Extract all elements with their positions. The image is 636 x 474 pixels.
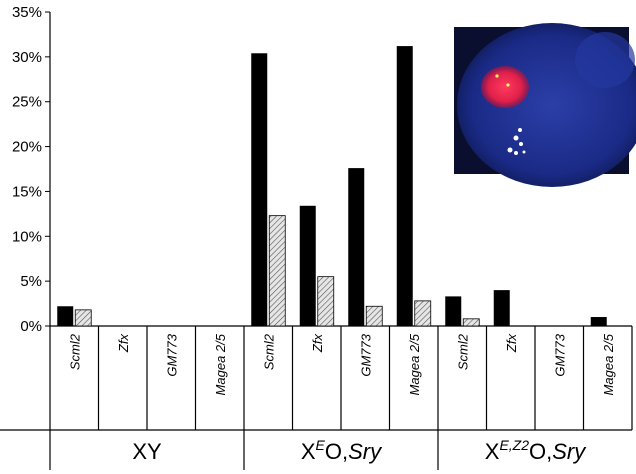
y-tick-label: 15%	[12, 183, 42, 200]
category-label: Magea 2/5	[213, 333, 228, 395]
y-tick-label: 20%	[12, 139, 42, 156]
category-label: Zfx	[116, 334, 131, 354]
bar-solid	[251, 53, 268, 327]
group-label: XY	[132, 439, 162, 464]
category-label: GM773	[164, 333, 179, 376]
bar-hatched	[74, 309, 92, 327]
category-label: Magea 2/5	[601, 333, 616, 395]
y-tick-label: 35%	[12, 4, 42, 21]
category-label: Zfx	[310, 334, 325, 354]
y-tick-label: 5%	[20, 273, 42, 290]
category-label: Zfx	[504, 334, 519, 354]
category-label: GM773	[552, 333, 567, 376]
bar-solid	[348, 168, 365, 326]
bar-hatched	[317, 276, 335, 327]
group-label: XE,Z2O,Sry	[485, 437, 588, 464]
bar-solid	[493, 290, 510, 326]
category-label: GM773	[358, 333, 373, 376]
bar-hatched	[414, 300, 432, 327]
fluorescence-micrograph-icon	[454, 23, 636, 187]
bar-solid	[590, 317, 607, 326]
category-label: Scml2	[67, 333, 82, 370]
bar-solid	[299, 205, 316, 326]
y-tick-label: 25%	[12, 94, 42, 111]
y-tick-label: 10%	[12, 228, 42, 245]
bar-solid	[57, 306, 74, 326]
category-table: Scml2 Zfx GM773 Magea 2/5 Scml2 Zfx GM773 Magea…	[0, 326, 633, 470]
bar-hatched	[268, 215, 286, 327]
bar-solid	[396, 46, 413, 326]
y-tick-label: 0%	[20, 318, 42, 335]
group-label: XEO,Sry	[301, 437, 383, 464]
bars	[57, 46, 607, 327]
bar-solid	[445, 296, 462, 326]
category-label: Scml2	[455, 333, 470, 370]
bar-hatched	[462, 318, 480, 327]
y-tick-label: 30%	[12, 49, 42, 66]
bar-hatched	[365, 305, 383, 327]
category-label: Scml2	[261, 333, 276, 370]
category-label: Magea 2/5	[407, 333, 422, 395]
